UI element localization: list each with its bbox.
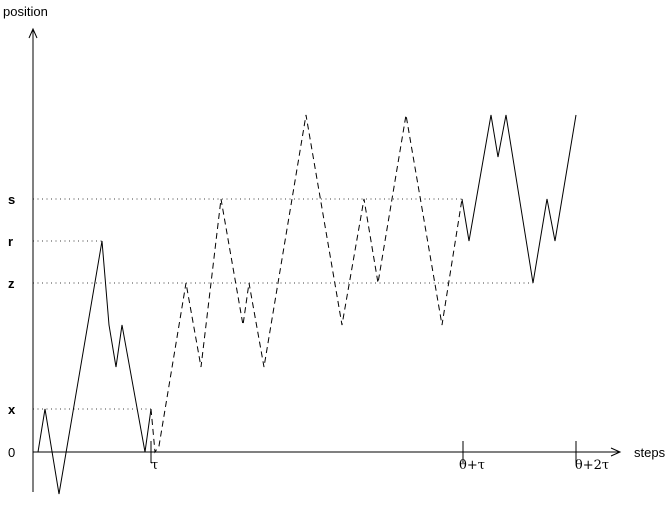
walk-path-dashed bbox=[150, 114, 463, 454]
level-lines bbox=[33, 198, 533, 410]
tick-label-theta-plus-2tau: θ+2τ bbox=[575, 458, 609, 473]
walk-path-final-solid bbox=[461, 114, 577, 284]
y-axis-label: position bbox=[3, 4, 48, 19]
x-ticks bbox=[150, 441, 577, 463]
level-label-x: x bbox=[8, 402, 16, 417]
level-label-s: s bbox=[8, 192, 15, 207]
axes bbox=[28, 27, 622, 492]
y-axis-arrowhead bbox=[28, 27, 38, 39]
walk-path-initial-solid bbox=[37, 240, 152, 495]
tick-label-tau: τ bbox=[151, 458, 158, 473]
level-label-r: r bbox=[8, 234, 13, 249]
level-label-zero: 0 bbox=[8, 445, 15, 460]
level-label-z: z bbox=[8, 276, 15, 291]
x-axis-arrowhead bbox=[610, 447, 622, 457]
tick-label-theta-plus-tau: θ+τ bbox=[459, 458, 485, 473]
x-axis-label: steps bbox=[634, 445, 666, 460]
